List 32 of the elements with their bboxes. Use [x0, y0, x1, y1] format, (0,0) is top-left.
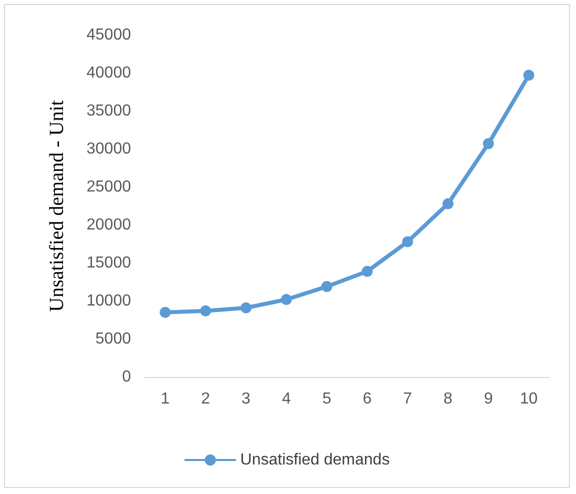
y-tick-label: 40000 [86, 64, 132, 82]
point [362, 266, 373, 277]
point [240, 302, 252, 314]
point [402, 236, 414, 248]
point [280, 294, 292, 305]
x-tick-label: 8 [444, 390, 453, 408]
y-tick-label: 20000 [86, 216, 132, 234]
x-tick-label: 2 [201, 390, 210, 408]
y-tick-label: 30000 [86, 140, 132, 158]
x-tick-label: 10 [520, 390, 538, 408]
point [482, 138, 494, 150]
y-tick-label: 35000 [86, 102, 132, 120]
y-tick-label: 10000 [86, 292, 132, 310]
y-tick-label: 25000 [86, 178, 132, 196]
point [523, 70, 534, 81]
y-tick-label: 15000 [86, 254, 132, 272]
point [442, 198, 454, 210]
y-tick-label: 45000 [86, 26, 132, 44]
point [200, 305, 212, 316]
x-tick-label: 5 [322, 390, 332, 408]
x-tick-label: 1 [160, 390, 170, 408]
x-tick-label: 3 [242, 390, 251, 408]
y-tick-label: 0 [122, 368, 132, 386]
point [321, 281, 332, 292]
x-tick-label: 7 [403, 390, 412, 408]
y-tick-label: 5000 [95, 330, 132, 348]
y-axis-title: Unsatisfied demand - Unit [46, 100, 68, 312]
x-tick-label: 6 [362, 390, 372, 408]
x-tick-label: 9 [484, 390, 493, 408]
x-tick-label: 4 [282, 390, 291, 408]
legend-label: Unsatisfied demands [240, 452, 390, 468]
point [160, 306, 171, 318]
